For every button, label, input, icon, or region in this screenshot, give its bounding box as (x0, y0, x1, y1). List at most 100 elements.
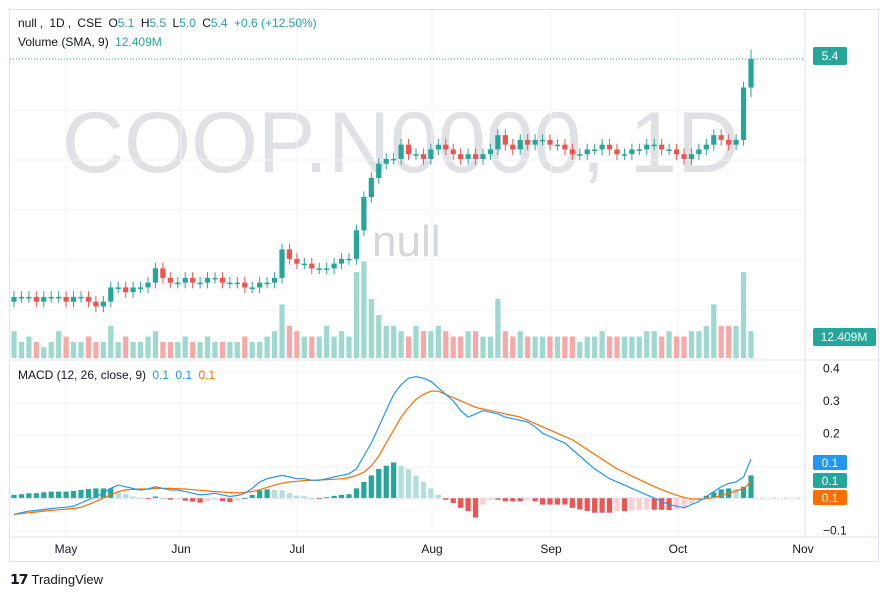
time-tick-label: Oct (669, 542, 688, 556)
candle-body (353, 230, 360, 259)
volume-bar (651, 331, 657, 358)
candle-body (56, 296, 62, 299)
macd-hist-bar (718, 489, 724, 499)
volume-bar (413, 325, 419, 358)
macd-hist-bar (190, 498, 196, 502)
volume-bar (703, 325, 709, 358)
candle-body (264, 282, 270, 285)
macd-hist-bar (644, 498, 650, 510)
macd-hist-bar (26, 493, 32, 499)
macd-hist-bar (547, 498, 553, 505)
candle-body (338, 258, 345, 264)
time-tick-label: Jun (171, 542, 190, 556)
macd-hist-bar (264, 489, 270, 499)
macd-hist-bar (204, 498, 211, 502)
macd-hist-bar (130, 496, 136, 499)
volume-bar (331, 336, 337, 358)
volume-bar (659, 336, 665, 358)
volume-bar (435, 325, 441, 358)
price-badge-label: 5.4 (822, 49, 839, 63)
volume-bar (547, 336, 553, 358)
volume-bar (182, 336, 188, 358)
macd-hist-bar (606, 498, 613, 513)
macd-hist-bar (413, 475, 419, 499)
macd-tick-label: 0.3 (823, 394, 840, 408)
candle-body (502, 135, 508, 145)
macd-hist-bar (420, 481, 427, 499)
volume-legend-label[interactable]: Volume (SMA, 9) (18, 35, 109, 49)
candle-body (577, 154, 583, 156)
volume-bar (93, 341, 99, 358)
candle-body (666, 149, 672, 151)
volume-bar (666, 331, 672, 358)
volume-bar (324, 325, 330, 358)
volume-bar (420, 331, 427, 358)
tradingview-brand[interactable]: 𝟭𝟳 TradingView (10, 571, 103, 588)
watermark-ticker: COOP.N0000, 1D (62, 95, 739, 191)
macd-hist-bar (234, 498, 240, 501)
brand-label: TradingView (31, 572, 104, 587)
candle-body (711, 135, 717, 145)
macd-tick-label: 0.2 (823, 426, 840, 440)
macd-hist-bar (480, 498, 486, 505)
macd-hist-bar (324, 497, 330, 499)
macd-hist-bar (78, 490, 84, 499)
volume-bar (621, 336, 628, 358)
candle-body (33, 296, 39, 302)
volume-bar (599, 331, 605, 358)
macd-hist-bar (629, 498, 635, 511)
macd-hist-bar (450, 498, 456, 503)
legend-symbol[interactable]: null (18, 16, 37, 30)
macd-hist-bar (353, 488, 360, 499)
volume-bar (740, 272, 747, 358)
legend-open: 5.1 (117, 16, 135, 30)
macd-legend: MACD (12, 26, close, 9) 0.1 0.1 0.1 (18, 368, 218, 382)
volume-bar (368, 299, 374, 358)
volume-bar (688, 331, 695, 358)
price-badge: 5.4 (813, 47, 847, 65)
volume-bar (18, 341, 25, 358)
legend-high: 5.5 (149, 16, 167, 30)
volume-bar (145, 336, 151, 358)
candle-body (696, 149, 702, 155)
time-tick-label: Nov (792, 542, 813, 556)
volume-bar (286, 325, 293, 358)
candle-body (532, 139, 538, 145)
macd-hist-bar (160, 498, 166, 500)
candle-body (703, 144, 709, 150)
candle-body (137, 287, 144, 289)
volume-bar (271, 331, 278, 358)
volume-bar (301, 336, 307, 358)
ohlc-legend: null, 1D, CSE O5.1 H5.5 L5.0 C5.4 +0.6 (… (18, 16, 317, 30)
volume-bar (316, 336, 322, 358)
candle-body (525, 139, 531, 145)
candle-body (688, 154, 695, 159)
macd-hist-bar (569, 498, 575, 508)
volume-bar (726, 325, 732, 358)
volume-bar (636, 336, 642, 358)
candle-body (227, 282, 233, 285)
candle-body (286, 249, 293, 259)
legend-interval[interactable]: 1D (49, 16, 65, 30)
candle-body (681, 154, 687, 159)
macd-hist-bar (338, 494, 345, 499)
candle-body (398, 144, 404, 159)
candle-body (547, 139, 553, 145)
volume-bar (249, 341, 255, 358)
candle-body (271, 277, 278, 283)
macd-hist-bar (286, 493, 293, 499)
candle-body (316, 268, 322, 270)
volume-bar (510, 336, 516, 358)
watermark-name: null (372, 217, 441, 266)
macd-hist-bar (458, 498, 464, 508)
macd-legend-label[interactable]: MACD (12, 26, close, 9) (18, 368, 147, 382)
volume-badge-label: 12.409M (821, 330, 868, 344)
macd-hist-bar (577, 498, 583, 510)
legend-low-label: L (172, 16, 180, 30)
candlesticks (11, 49, 754, 313)
candle-body (115, 287, 121, 289)
candle-body (331, 263, 337, 269)
macd-hist-bar (517, 498, 523, 502)
macd-hist-bar (510, 498, 516, 502)
